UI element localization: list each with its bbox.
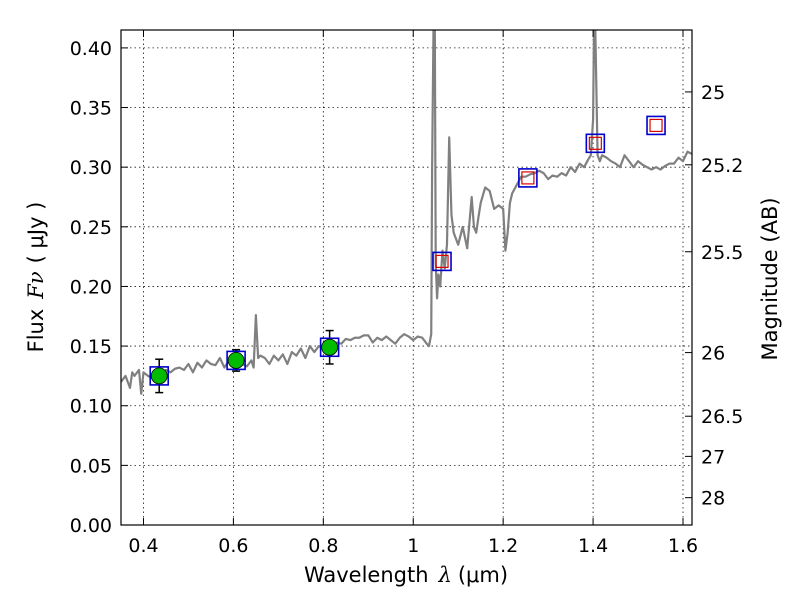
ticks-layer: 0.4 0.6 0.8 1 1.2 1.4 1.6 0.00 0.05 0.10 0.15 0.20 0… — [70, 30, 743, 557]
x-tick-label: 0.4 — [128, 535, 158, 557]
points-layer — [149, 115, 666, 394]
model-photometry-box — [226, 350, 246, 371]
y-tick-label: 0.30 — [70, 157, 112, 179]
upper-limit-point — [435, 254, 449, 268]
spectrum-line — [121, 30, 692, 395]
y2-tick-label: 25 — [701, 82, 725, 104]
series-layer — [121, 30, 692, 395]
model-photometry-box — [646, 115, 666, 136]
y-tick-label: 0.00 — [70, 515, 112, 537]
y2-axis-label: Magnitude (AB) — [758, 197, 782, 360]
x-tick-label: 1.6 — [668, 535, 698, 557]
model-photometry-box — [585, 133, 606, 154]
observed-point — [150, 367, 168, 385]
x-tick-label: 1.2 — [488, 535, 518, 557]
x-axis-label: Wavelength λ (μm) — [304, 563, 508, 587]
upper-limit-point — [521, 171, 535, 185]
upper-limit-point — [588, 136, 602, 150]
upper-limit-point — [649, 118, 663, 133]
model-photometry-box — [149, 366, 170, 386]
y-axis-label: FluxFν( μJy ) — [24, 202, 48, 353]
model-photometry-box — [319, 337, 340, 358]
x-tick-label: 0.6 — [218, 535, 248, 557]
y2-tick-label: 25.5 — [701, 242, 743, 264]
grid — [121, 30, 692, 526]
model-photometry-box — [518, 168, 538, 188]
y-tick-label: 0.40 — [70, 38, 112, 60]
y2-tick-label: 26.5 — [701, 406, 743, 428]
plot-frame — [120, 29, 693, 526]
y-tick-label: 0.10 — [70, 396, 112, 418]
x-tick-label: 1 — [407, 535, 419, 557]
y-tick-label: 0.20 — [70, 276, 112, 298]
x-tick-label: 0.8 — [308, 535, 338, 557]
y2-tick-label: 27 — [701, 446, 725, 468]
y-tick-label: 0.15 — [70, 336, 112, 358]
y-tick-label: 0.35 — [70, 98, 112, 120]
y2-tick-label: 28 — [701, 488, 725, 510]
model-photometry-box — [432, 251, 452, 272]
y2-tick-label: 25.2 — [701, 155, 743, 177]
y-tick-label: 0.05 — [70, 455, 112, 477]
observed-point — [321, 338, 339, 356]
x-tick-label: 1.4 — [578, 535, 608, 557]
y-tick-label: 0.25 — [70, 217, 112, 239]
observed-point — [227, 351, 245, 369]
y2-tick-label: 26 — [701, 343, 725, 365]
